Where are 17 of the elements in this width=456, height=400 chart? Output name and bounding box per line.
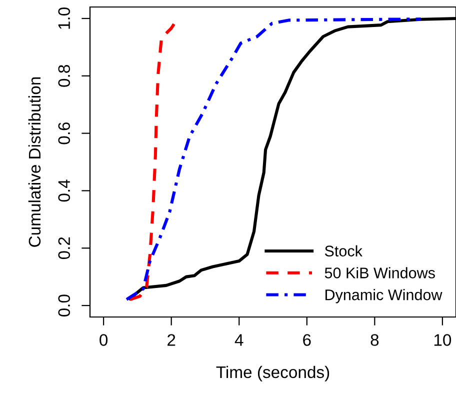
y-axis-title: Cumulative Distribution bbox=[28, 77, 41, 247]
x-axis-title: Time (seconds) bbox=[216, 366, 330, 382]
legend-label: Dynamic Window bbox=[326, 289, 442, 304]
y-tick-label: 0.2 bbox=[58, 237, 70, 260]
y-tick-label: 0.4 bbox=[58, 180, 70, 202]
y-tick-label: 0.6 bbox=[58, 122, 70, 144]
x-tick-label: 10 bbox=[434, 334, 452, 346]
x-tick-label: 0 bbox=[100, 334, 108, 346]
x-tick-label: 2 bbox=[168, 334, 176, 346]
x-tick-label: 8 bbox=[370, 334, 379, 346]
legend-label: 50 KiB Windows bbox=[324, 267, 435, 278]
x-tick-label: 6 bbox=[303, 334, 311, 346]
y-tick-label: 0.8 bbox=[58, 65, 70, 87]
y-tick-label: 1.0 bbox=[58, 8, 70, 29]
y-tick-label: 0.0 bbox=[58, 294, 70, 316]
x-tick-label: 4 bbox=[234, 334, 244, 346]
legend-label: Stock bbox=[324, 245, 362, 256]
